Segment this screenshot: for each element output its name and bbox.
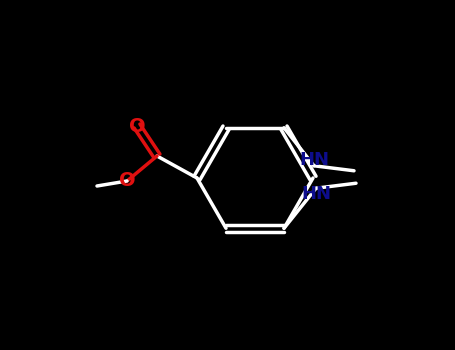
Text: HN: HN [301,185,331,203]
Text: HN: HN [299,151,329,169]
Text: O: O [119,172,135,190]
Text: O: O [129,117,145,135]
